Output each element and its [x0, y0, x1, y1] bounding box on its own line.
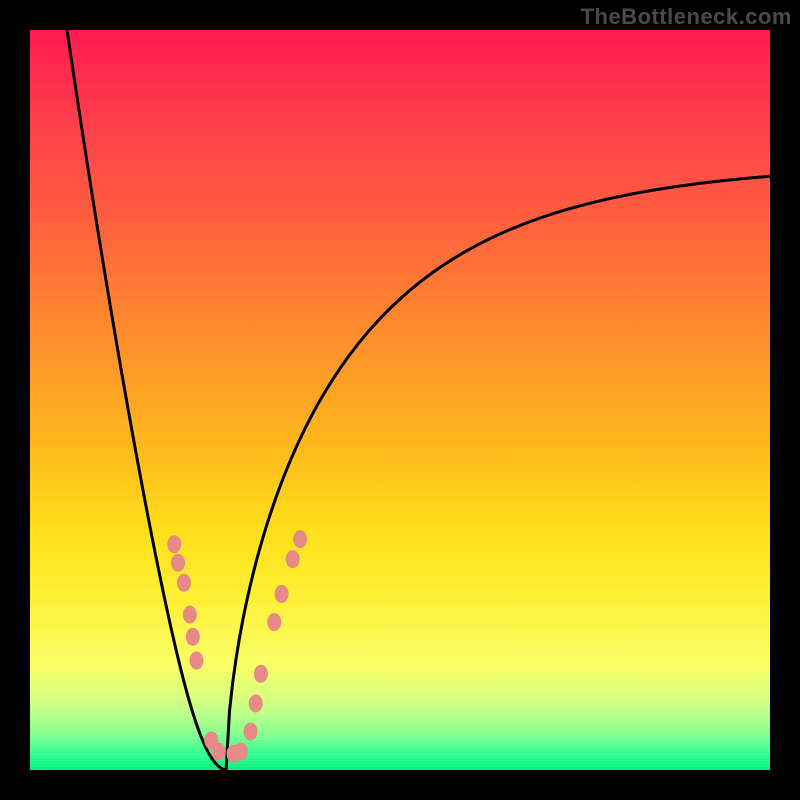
- marker-point: [190, 651, 204, 669]
- marker-point: [183, 606, 197, 624]
- marker-point: [212, 743, 226, 761]
- marker-point: [254, 665, 268, 683]
- marker-point: [177, 574, 191, 592]
- marker-point: [267, 613, 281, 631]
- chart-canvas: [0, 0, 800, 800]
- marker-point: [234, 743, 248, 761]
- marker-point: [286, 550, 300, 568]
- heat-gradient-background: [30, 30, 770, 770]
- banding-lines: [30, 607, 770, 769]
- marker-point: [249, 694, 263, 712]
- marker-point: [171, 554, 185, 572]
- marker-point: [293, 530, 307, 548]
- watermark-text: TheBottleneck.com: [581, 4, 792, 30]
- marker-point: [275, 585, 289, 603]
- chart-root: TheBottleneck.com: [0, 0, 800, 800]
- marker-point: [167, 535, 181, 553]
- marker-point: [244, 723, 258, 741]
- marker-point: [186, 628, 200, 646]
